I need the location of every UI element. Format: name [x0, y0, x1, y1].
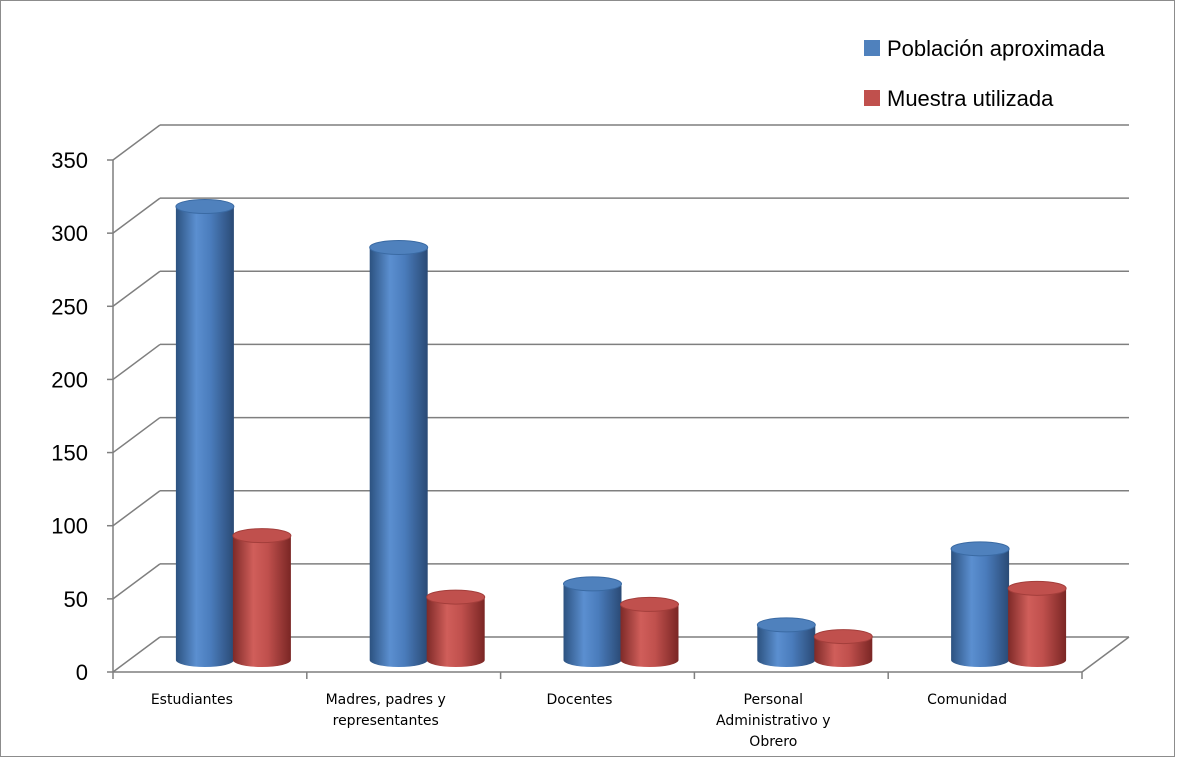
- bar-body: [563, 583, 622, 668]
- bar-top: [756, 617, 816, 633]
- grid-diagonal: [112, 636, 161, 673]
- legend: Población aproximada Muestra utilizada: [864, 36, 1105, 111]
- grid-diagonal: [112, 270, 161, 307]
- bar-muestra-2: [426, 589, 486, 667]
- grid-diagonal: [112, 124, 161, 161]
- grid-diagonal: [112, 416, 161, 454]
- y-tick-label: 50: [64, 587, 88, 612]
- grid-diagonal: [112, 197, 161, 234]
- bar-poblacion-1: [175, 199, 235, 668]
- grid-diagonal: [112, 490, 161, 527]
- bar-muestra-3: [620, 596, 679, 668]
- y-tick-label: 250: [51, 294, 88, 319]
- y-tick-label: 0: [76, 660, 88, 685]
- bar-top: [950, 541, 1010, 557]
- bar-top: [232, 528, 292, 544]
- y-tick-label: 300: [51, 221, 88, 246]
- grid-diagonal: [112, 343, 161, 381]
- bar-top: [813, 629, 873, 645]
- x-tick-label: Comunidad: [927, 692, 1007, 708]
- bar-poblacion-5: [950, 541, 1010, 668]
- y-tick-label: 350: [51, 148, 88, 173]
- bar-body: [757, 624, 816, 668]
- bar-body: [232, 535, 291, 668]
- x-tick-label: Docentes: [547, 692, 613, 708]
- bar-top: [563, 576, 622, 592]
- bar-top: [369, 239, 429, 255]
- legend-label: Población aproximada: [887, 36, 1105, 61]
- bar-top: [175, 199, 235, 215]
- grid-diagonal: [112, 563, 161, 600]
- x-tick-labels: Estudiantes Madres, padres y representante…: [151, 692, 1007, 750]
- x-tick-label: Madres, padres y representantes: [326, 692, 446, 729]
- bar-top: [426, 589, 486, 605]
- bar-poblacion-4: [756, 617, 816, 668]
- bar-muestra-1: [232, 528, 292, 668]
- bar-muestra-5: [1007, 580, 1067, 668]
- x-tick-label: Personal Administrativo y Obrero: [716, 692, 831, 750]
- bar-body: [1008, 588, 1067, 668]
- legend-swatch: [864, 90, 880, 106]
- axes: [107, 159, 1083, 679]
- legend-label: Muestra utilizada: [887, 86, 1054, 111]
- bar-top: [620, 596, 679, 612]
- bars: [175, 199, 1067, 668]
- y-tick-labels: 0 50 100 150 200 250 300 350: [51, 148, 88, 685]
- bar-body: [620, 604, 679, 668]
- y-tick-label: 100: [51, 514, 88, 539]
- legend-swatch: [864, 40, 880, 56]
- y-tick-label: 150: [51, 441, 88, 466]
- bar-body: [175, 206, 234, 668]
- bar-body: [814, 636, 873, 668]
- floor-edge: [1081, 636, 1130, 673]
- bar-poblacion-2: [369, 239, 429, 667]
- bar-top: [1007, 580, 1067, 596]
- bar-poblacion-3: [563, 576, 622, 668]
- bar-muestra-4: [813, 629, 873, 668]
- bar-body: [951, 548, 1010, 668]
- bar-body: [369, 247, 428, 667]
- x-tick-label: Estudiantes: [151, 692, 233, 708]
- bar-body: [426, 597, 485, 667]
- y-tick-label: 200: [51, 367, 88, 392]
